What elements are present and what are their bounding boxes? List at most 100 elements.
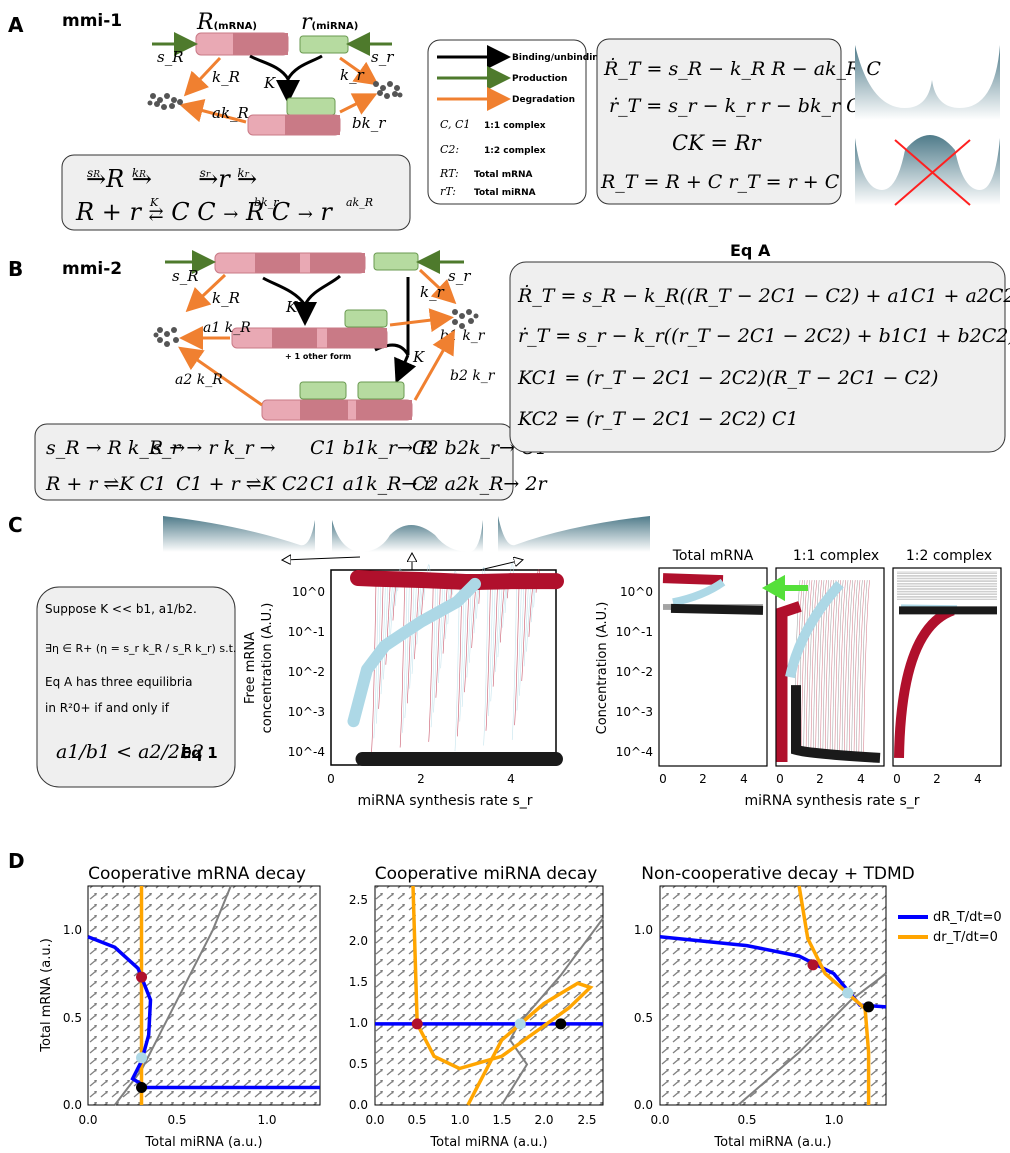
legend-box (427, 39, 587, 205)
panel-label-d: D (8, 849, 25, 873)
panel-a-equations-box (596, 38, 842, 205)
c-statement-1: Suppose K << b1, a1/b2. (45, 602, 197, 616)
c-sub1-xtick-1: 2 (816, 772, 824, 786)
c-pointer-right (479, 560, 522, 571)
c-sub1-thin-trace (844, 580, 851, 754)
b-reaction-8: C2 a2k_R→ 2r (412, 473, 548, 495)
c-statement-4: in R²0+ if and only if (45, 701, 170, 715)
b-label-K2: K (412, 348, 425, 366)
mrna-label: R(mRNA) (196, 10, 257, 35)
panel-a-reactions-line1: sR→R kR→ sr→r kr→ (86, 165, 257, 193)
c-main-thin-trajectory (406, 581, 413, 704)
c-sub1-thin-trace (817, 580, 825, 754)
legend-binding-label: Binding/unbinding (512, 53, 605, 63)
c-main-ylabel-2: concentration (A.U.) (260, 603, 275, 734)
panel-a-reactions-box (61, 154, 411, 231)
c-sub1-thin-trace (863, 580, 870, 754)
c-sub-ytick-2: 10^-2 (616, 665, 653, 679)
d0-xtick-2: 1.0 (257, 1113, 276, 1127)
degraded-pile-right (373, 81, 403, 99)
c-main-xlabel: miRNA synthesis rate s_r (357, 793, 532, 809)
c-sub0-xtick-0: 0 (659, 772, 667, 786)
d-plot-0 (87, 885, 321, 1106)
c-sub1-thin-trace (803, 580, 810, 754)
d1-ytick-4: 2.0 (349, 934, 368, 948)
c-sub0-low-branch (670, 603, 764, 615)
eq-a-box (509, 261, 1006, 453)
c-sub2-xtick-0: 0 (893, 772, 901, 786)
c-main-thin-trajectory (383, 581, 389, 680)
c-main-thin-trajectory (399, 581, 405, 748)
d-plot-0-field (87, 885, 321, 1106)
c-sub1-thin-trace (839, 580, 846, 754)
d2-xtick-1: 0.5 (737, 1113, 756, 1127)
c-main-mid-branch (347, 577, 481, 728)
d1-ytick-1: 0.5 (349, 1057, 368, 1071)
d0-ytick-1: 0.5 (63, 1011, 82, 1025)
complex-mrna-seed (285, 115, 340, 135)
c-sub2-high-branch (894, 605, 955, 758)
landscape-bistable (855, 45, 1000, 120)
c-main-thin-trajectory (490, 581, 496, 702)
mirna-strand (299, 35, 349, 54)
c-main-traces (347, 562, 564, 767)
c-sub-plots: Concentration (A.U.) Total mRNA 1:1 comp… (595, 548, 1002, 809)
binding-arrow (249, 54, 323, 98)
decay-arrow-akR (179, 98, 247, 124)
label-kR: k_R (212, 68, 240, 86)
c-sub1-thin-trace (841, 580, 849, 754)
c-main-thin-trajectory (371, 581, 377, 754)
b-reaction-1: s_R → R k_R → (46, 437, 185, 459)
c-sub1-thin-trace (815, 580, 822, 754)
d0-fixed-point-low (136, 1081, 148, 1093)
c-main-thin-trajectory (485, 581, 491, 731)
d0-ytick-0: 0.0 (63, 1098, 82, 1112)
landscape-tristable (855, 135, 1000, 205)
d2-ytick-0: 0.0 (634, 1098, 653, 1112)
c-sub-title-0: Total mRNA (672, 548, 754, 564)
d0-ytick-2: 1.0 (63, 923, 82, 937)
d2-fixed-point-mid (842, 987, 854, 999)
legend-RT-label: Total mRNA (474, 170, 533, 180)
c-main-thin-trajectory (514, 581, 520, 726)
d0-xtick-1: 0.5 (167, 1113, 186, 1127)
d-title-1: Cooperative miRNA decay (375, 864, 598, 884)
legend-c2-symbol: C2: (440, 143, 459, 156)
c-main-plot: Free mRNA concentration (A.U.) miRNA syn… (243, 562, 564, 809)
c-sub0-xtick-1: 2 (699, 772, 707, 786)
d-plot-2 (659, 885, 887, 1106)
c-main-ytick-1: 10^-1 (288, 625, 325, 639)
c-main-thin-trajectory (409, 581, 415, 689)
d1-fixed-point-mid (514, 1018, 526, 1030)
panel-c: C Suppose K << b1, a1/b2. ∃η ∈ R+ (η = s… (8, 513, 1002, 809)
c-landscape-mid (332, 520, 483, 552)
b-label-sr: s_r (448, 267, 471, 285)
c-main-thin-trajectory (495, 581, 501, 672)
c-pointer-left (283, 557, 361, 560)
d1-nullcline-r (411, 885, 594, 1106)
c-main-thin-trajectory (521, 581, 527, 682)
b-label-sR: s_R (172, 267, 199, 285)
b-complex1-mirna (344, 309, 388, 328)
d1-xtick-2: 1.0 (450, 1113, 469, 1127)
mirna-label: r(miRNA) (301, 10, 358, 35)
c-main-thin-trajectory (488, 581, 494, 717)
label-bkr: bk_r (352, 114, 386, 132)
c-main-ytick-2: 10^-2 (288, 665, 325, 679)
c-sub1-xtick-0: 0 (776, 772, 784, 786)
b-complex1-seed-1 (272, 328, 317, 348)
eq-a-title: Eq A (730, 241, 771, 260)
d-xlabel-1: Total miRNA (a.u.) (429, 1135, 547, 1150)
d2-fixed-point-low (863, 1001, 875, 1013)
c-sub1-thin-trace (860, 580, 868, 754)
decay-arrow-kR (183, 56, 222, 97)
c-main-ytick-3: 10^-3 (288, 705, 325, 719)
b-complex1-seed-2 (327, 328, 387, 348)
c-main-thin-trajectory (402, 581, 408, 733)
c-sub1-thin-trace (858, 580, 866, 754)
c-sub1-thin-trace (836, 580, 844, 754)
d-xlabel-2: Total miRNA (a.u.) (713, 1135, 831, 1150)
panel-a-eq-1: Ṙ_T = s_R − k_R R − ak_R C (603, 57, 881, 80)
panel-label-a: A (8, 13, 24, 37)
